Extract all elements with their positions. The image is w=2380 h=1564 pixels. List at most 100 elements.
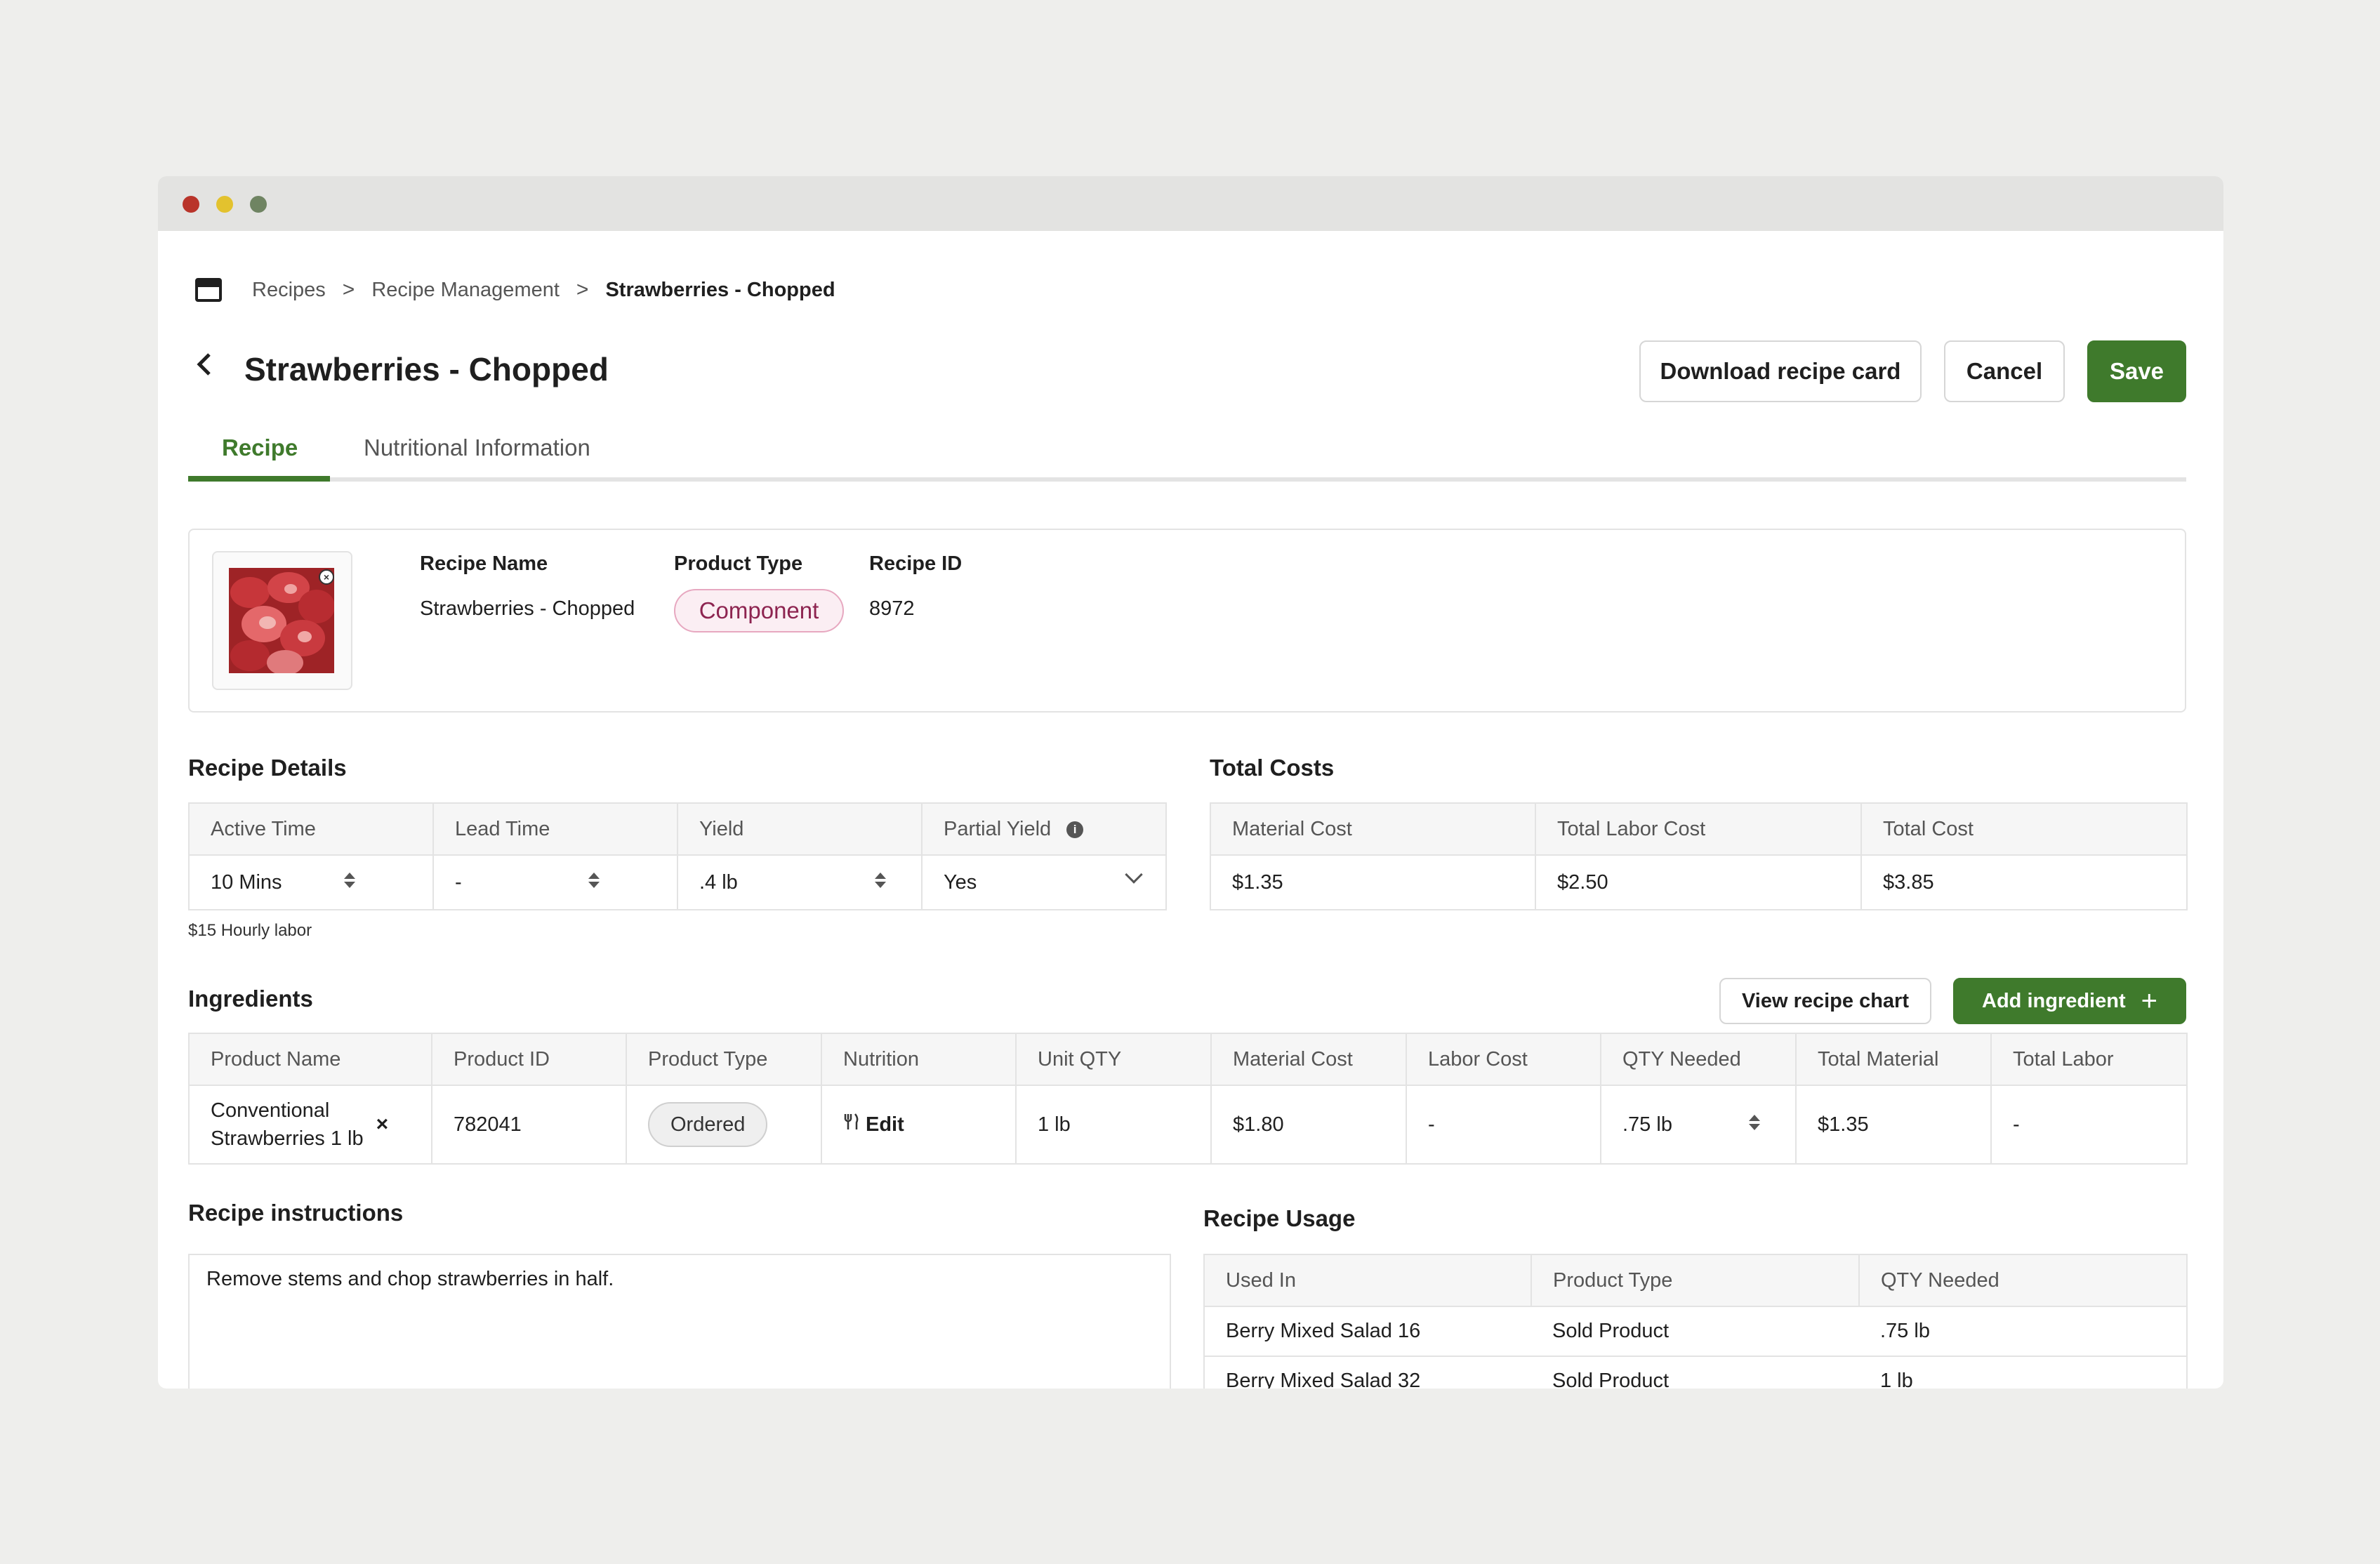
header-qty-needed: QTY Needed xyxy=(1600,1033,1797,1086)
total-labor-cost-value: $2.50 xyxy=(1535,854,1862,910)
used-in-link[interactable]: Berry Mixed Salad 16 xyxy=(1203,1306,1531,1357)
header-product-type: Product Type xyxy=(626,1033,822,1086)
page-title: Strawberries - Chopped xyxy=(244,351,609,387)
product-name-line-2: Strawberries 1 lb xyxy=(211,1127,364,1150)
breadcrumb-separator: > xyxy=(342,278,355,301)
stepper-arrows-icon[interactable] xyxy=(344,871,355,889)
breadcrumb-separator: > xyxy=(576,278,589,301)
table-row: Berry Mixed Salad 32 Sold Product 1 lb xyxy=(1203,1356,2188,1389)
usage-product-type: Sold Product xyxy=(1531,1356,1859,1389)
breadcrumb-recipes[interactable]: Recipes xyxy=(252,278,326,301)
info-icon[interactable]: i xyxy=(1066,821,1084,838)
header-total-labor: Total Labor xyxy=(1990,1033,2188,1086)
tab-bar: Recipe Nutritional Information xyxy=(188,435,2186,463)
header-product-type: Product Type xyxy=(1531,1254,1860,1307)
header-yield: Yield xyxy=(677,802,923,856)
hourly-labor-note: $15 Hourly labor xyxy=(188,921,312,940)
partial-yield-label: Partial Yield xyxy=(944,817,1052,840)
labor-cost-cell: - xyxy=(1406,1085,1601,1165)
header-material-cost: Material Cost xyxy=(1210,802,1536,856)
usage-qty: 1 lb xyxy=(1859,1356,2188,1389)
add-ingredient-button[interactable]: Add ingredient + xyxy=(1953,978,2186,1024)
header-unit-qty: Unit QTY xyxy=(1015,1033,1212,1086)
qty-needed-stepper[interactable]: .75 lb xyxy=(1600,1085,1797,1165)
stepper-arrows-icon[interactable] xyxy=(588,871,600,889)
product-type-cell: Ordered xyxy=(626,1085,822,1165)
header-labor-cost: Labor Cost xyxy=(1406,1033,1601,1086)
recipe-details-title: Recipe Details xyxy=(188,755,347,781)
main-content: Recipes > Recipe Management > Strawberri… xyxy=(188,231,2188,1389)
header-lead-time: Lead Time xyxy=(432,802,678,856)
recipe-summary-card: × Recipe Name Strawberries - Chopped Pro… xyxy=(188,529,2186,713)
product-id-cell: 782041 xyxy=(431,1085,627,1165)
active-time-stepper[interactable]: 10 Mins xyxy=(188,854,434,910)
unit-qty-cell: 1 lb xyxy=(1015,1085,1212,1165)
recipe-details-table: Active Time Lead Time Yield Partial Yiel… xyxy=(188,802,1167,910)
tab-recipe[interactable]: Recipe xyxy=(222,435,298,460)
total-costs-table: Material Cost Total Labor Cost Total Cos… xyxy=(1210,802,2188,910)
fork-knife-icon xyxy=(843,1113,860,1136)
ingredients-table: Product Name Product ID Product Type Nut… xyxy=(188,1033,2188,1165)
product-type-badge: Component xyxy=(674,589,844,632)
yield-stepper[interactable]: .4 lb xyxy=(677,854,923,910)
window-titlebar xyxy=(158,176,2223,231)
recipe-name-value: Strawberries - Chopped xyxy=(420,597,635,620)
header-product-id: Product ID xyxy=(431,1033,627,1086)
product-type-label: Product Type xyxy=(674,552,803,575)
tab-divider xyxy=(188,477,2186,482)
header-total-cost: Total Cost xyxy=(1860,802,2188,856)
window-layout-icon xyxy=(195,278,222,302)
table-row: Conventional Strawberries 1 lb × 782041 … xyxy=(188,1085,2188,1165)
active-tab-indicator xyxy=(188,476,330,482)
nutrition-cell[interactable]: Edit xyxy=(821,1085,1017,1165)
total-cost-value: $3.85 xyxy=(1860,854,2188,910)
material-cost-value: $1.35 xyxy=(1210,854,1536,910)
stepper-arrows-icon[interactable] xyxy=(1749,1113,1760,1132)
product-name-line-1: Conventional xyxy=(211,1099,330,1122)
window-zoom-button[interactable] xyxy=(250,196,267,213)
used-in-link[interactable]: Berry Mixed Salad 32 xyxy=(1203,1356,1531,1389)
breadcrumb-recipe-management[interactable]: Recipe Management xyxy=(371,278,560,301)
add-ingredient-label: Add ingredient xyxy=(1982,989,2126,1012)
chevron-left-icon[interactable] xyxy=(194,350,215,384)
recipe-id-label: Recipe ID xyxy=(869,552,963,575)
header-active-time: Active Time xyxy=(188,802,434,856)
material-cost-cell: $1.80 xyxy=(1210,1085,1407,1165)
header-qty-needed: QTY Needed xyxy=(1858,1254,2188,1307)
header-used-in: Used In xyxy=(1203,1254,1532,1307)
breadcrumb-current: Strawberries - Chopped xyxy=(605,278,835,301)
usage-qty: .75 lb xyxy=(1859,1306,2188,1357)
ingredients-title: Ingredients xyxy=(188,986,313,1012)
yield-value: .4 lb xyxy=(699,870,738,894)
lead-time-value: - xyxy=(455,870,462,894)
table-row: Berry Mixed Salad 16 Sold Product .75 lb xyxy=(1203,1306,2188,1357)
tab-nutritional-information[interactable]: Nutritional Information xyxy=(364,435,590,460)
lead-time-stepper[interactable]: - xyxy=(432,854,678,910)
stepper-arrows-icon[interactable] xyxy=(875,871,886,889)
partial-yield-select[interactable]: Yes xyxy=(921,854,1167,910)
header-material-cost: Material Cost xyxy=(1210,1033,1407,1086)
recipe-name-label: Recipe Name xyxy=(420,552,548,575)
view-recipe-chart-button[interactable]: View recipe chart xyxy=(1719,978,1931,1024)
product-name-cell: Conventional Strawberries 1 lb × xyxy=(188,1085,432,1165)
recipe-image-frame[interactable]: × xyxy=(212,551,352,690)
recipe-instructions-textarea[interactable]: Remove stems and chop strawberries in ha… xyxy=(188,1254,1171,1389)
header-total-material: Total Material xyxy=(1795,1033,1992,1086)
breadcrumb: Recipes > Recipe Management > Strawberri… xyxy=(188,276,835,304)
header-total-labor-cost: Total Labor Cost xyxy=(1535,802,1862,856)
remove-image-icon[interactable]: × xyxy=(319,569,334,585)
header-partial-yield: Partial Yield i xyxy=(921,802,1167,856)
window-minimize-button[interactable] xyxy=(216,196,233,213)
active-time-value: 10 Mins xyxy=(211,870,282,894)
remove-ingredient-icon[interactable]: × xyxy=(376,1113,389,1136)
save-button[interactable]: Save xyxy=(2087,340,2186,402)
window-close-button[interactable] xyxy=(183,196,199,213)
recipe-usage-title: Recipe Usage xyxy=(1203,1205,1356,1231)
strawberries-photo xyxy=(229,568,334,673)
nutrition-edit-link[interactable]: Edit xyxy=(866,1113,904,1136)
download-recipe-card-button[interactable]: Download recipe card xyxy=(1639,340,1922,402)
recipe-usage-table: Used In Product Type QTY Needed Berry Mi… xyxy=(1203,1254,2188,1389)
total-labor-cell: - xyxy=(1990,1085,2188,1165)
cancel-button[interactable]: Cancel xyxy=(1944,340,2065,402)
recipe-id-value: 8972 xyxy=(869,597,915,620)
